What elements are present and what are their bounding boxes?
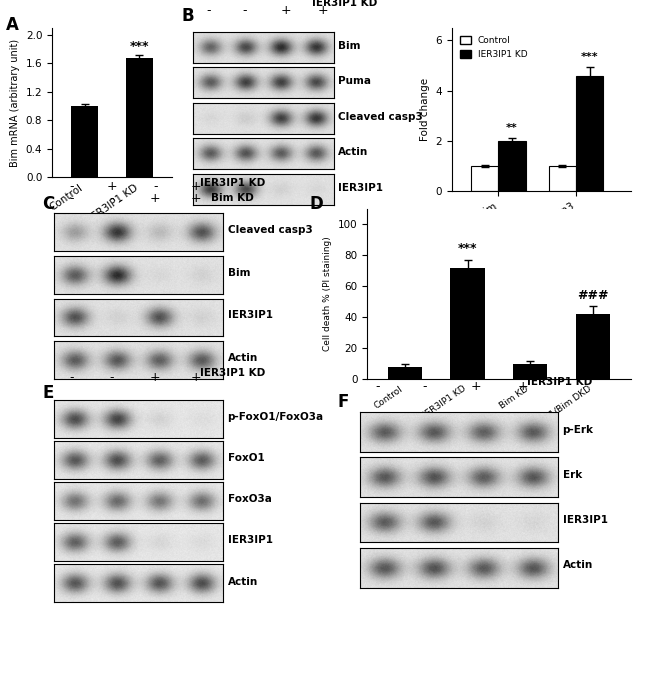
Text: Cleaved casp3: Cleaved casp3 xyxy=(227,225,312,235)
Bar xyxy=(126,58,153,177)
Text: Actin: Actin xyxy=(227,576,258,587)
Bar xyxy=(513,364,547,379)
Text: +: + xyxy=(191,192,202,205)
Text: F: F xyxy=(338,393,349,411)
Text: +: + xyxy=(281,4,292,17)
Text: IER3IP1: IER3IP1 xyxy=(337,182,383,193)
Text: Actin: Actin xyxy=(562,560,593,571)
Text: -: - xyxy=(206,4,211,17)
Y-axis label: Bim mRNA (arbitrary unit): Bim mRNA (arbitrary unit) xyxy=(10,38,20,167)
Text: +: + xyxy=(471,380,482,393)
Text: Bim KD: Bim KD xyxy=(211,193,254,203)
Text: IER3IP1 KD: IER3IP1 KD xyxy=(527,377,593,387)
Y-axis label: Fold change: Fold change xyxy=(420,78,430,141)
Text: +: + xyxy=(517,380,528,393)
Text: -: - xyxy=(110,372,114,384)
Bar xyxy=(387,367,422,379)
Text: IER3IP1: IER3IP1 xyxy=(227,535,272,546)
Text: +: + xyxy=(150,372,161,384)
Text: -: - xyxy=(375,380,380,393)
Text: -: - xyxy=(422,380,426,393)
Bar xyxy=(576,314,610,379)
Text: IER3IP1 KD: IER3IP1 KD xyxy=(200,368,265,378)
Text: +: + xyxy=(150,192,161,205)
Text: C: C xyxy=(42,195,55,213)
Text: Bim: Bim xyxy=(337,40,360,51)
Y-axis label: Cell death % (PI staining): Cell death % (PI staining) xyxy=(323,237,332,351)
Text: E: E xyxy=(42,384,54,402)
Bar xyxy=(499,141,526,191)
Text: A: A xyxy=(6,16,20,34)
Text: Cleaved casp3: Cleaved casp3 xyxy=(337,111,422,122)
Text: -: - xyxy=(69,180,73,193)
Text: Actin: Actin xyxy=(227,353,258,363)
Text: -: - xyxy=(153,180,158,193)
Text: IER3IP1: IER3IP1 xyxy=(562,515,608,525)
Text: ***: *** xyxy=(458,242,477,255)
Text: **: ** xyxy=(506,123,518,133)
Text: Puma: Puma xyxy=(337,76,370,86)
Text: -: - xyxy=(69,192,73,205)
Bar xyxy=(471,166,499,191)
Text: FoxO3a: FoxO3a xyxy=(227,494,272,505)
Text: B: B xyxy=(182,6,194,24)
Text: Bim: Bim xyxy=(227,268,250,278)
Text: +: + xyxy=(191,372,202,384)
Bar xyxy=(450,268,485,379)
Text: IER3IP1 KD: IER3IP1 KD xyxy=(311,0,377,8)
Text: ###: ### xyxy=(577,289,608,302)
Text: +: + xyxy=(317,4,328,17)
Text: IER3IP1 KD: IER3IP1 KD xyxy=(200,178,265,189)
Text: Actin: Actin xyxy=(337,147,368,157)
Legend: Control, IER3IP1 KD: Control, IER3IP1 KD xyxy=(456,32,531,63)
Text: ***: *** xyxy=(130,40,150,53)
Text: IER3IP1: IER3IP1 xyxy=(227,310,272,320)
Text: ***: *** xyxy=(581,52,599,62)
Text: +: + xyxy=(191,180,202,193)
Bar xyxy=(576,76,603,191)
Text: D: D xyxy=(309,195,323,213)
Text: +: + xyxy=(107,180,118,193)
Text: -: - xyxy=(110,192,114,205)
Text: -: - xyxy=(242,4,247,17)
Text: Erk: Erk xyxy=(562,470,582,480)
Text: p-FoxO1/FoxO3a: p-FoxO1/FoxO3a xyxy=(227,412,324,422)
Bar xyxy=(549,166,576,191)
Text: p-Erk: p-Erk xyxy=(562,425,593,435)
Text: -: - xyxy=(69,372,73,384)
Bar xyxy=(71,106,98,177)
Text: FoxO1: FoxO1 xyxy=(227,453,265,464)
